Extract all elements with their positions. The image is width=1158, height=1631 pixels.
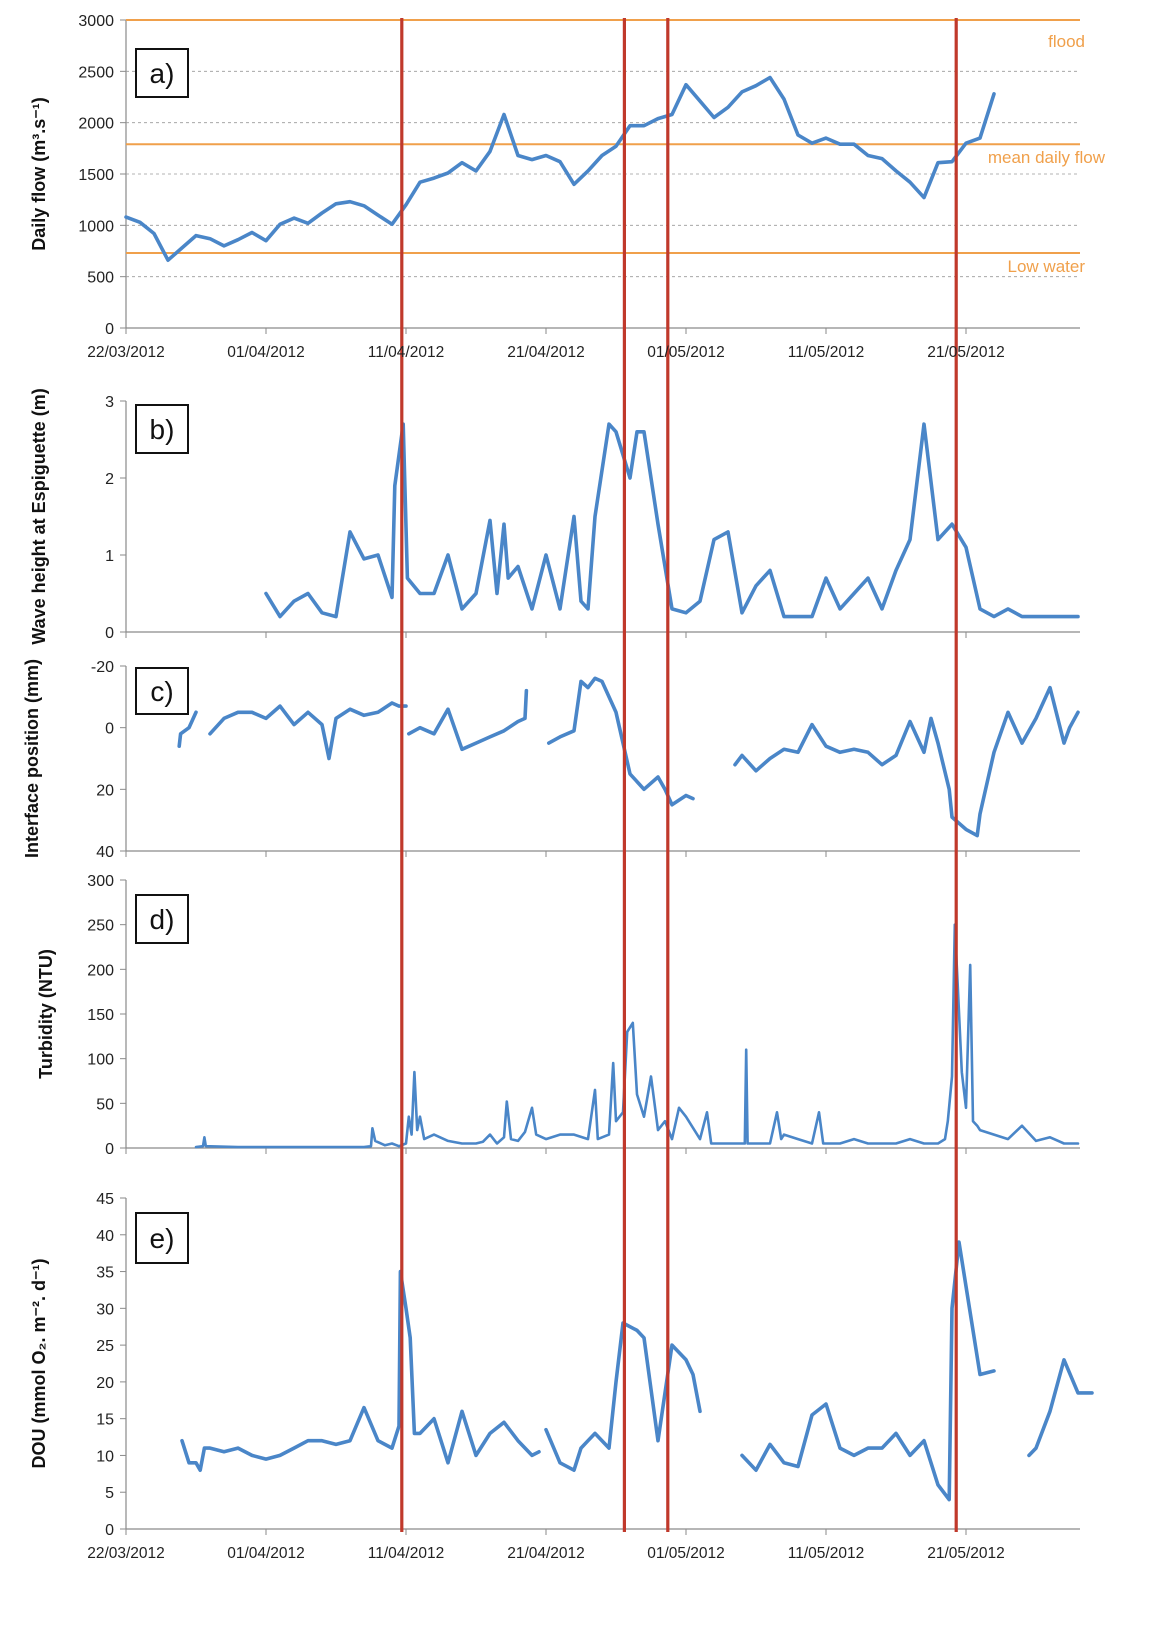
x-tick-label: 21/05/2012	[927, 1545, 1005, 1562]
series-line	[1027, 1358, 1094, 1458]
series-line	[544, 1321, 702, 1472]
panel-label: c)	[150, 676, 173, 707]
y-tick-label: 20	[96, 1375, 114, 1392]
series-line	[124, 75, 996, 263]
panel-label: d)	[150, 904, 175, 935]
x-tick-label: 22/03/2012	[87, 1545, 165, 1562]
x-tick-label: 21/05/2012	[927, 344, 1005, 361]
y-tick-label: 250	[87, 918, 114, 935]
y-tick-label: 15	[96, 1412, 114, 1429]
series-line	[177, 710, 198, 749]
series-line	[546, 676, 695, 807]
y-tick-label: 2000	[78, 116, 114, 133]
y-tick-label: 0	[105, 721, 114, 738]
series-line	[264, 422, 1080, 619]
y-tick-label: 200	[87, 962, 114, 979]
x-tick-label: 11/05/2012	[788, 344, 864, 361]
y-tick-label: 100	[87, 1052, 114, 1069]
x-tick-label: 11/04/2012	[368, 1545, 444, 1562]
y-tick-label: 500	[87, 270, 114, 287]
x-tick-label: 11/04/2012	[368, 344, 444, 361]
y-axis-title: Wave height at Espiguette (m)	[29, 388, 49, 644]
series-line	[194, 923, 1080, 1149]
y-axis-title: Daily flow (m³.s⁻¹)	[29, 97, 49, 251]
y-tick-label: 25	[96, 1338, 114, 1355]
panel-label-box	[135, 404, 189, 454]
y-tick-label: 0	[105, 1522, 114, 1539]
y-tick-label: -20	[91, 659, 114, 676]
x-tick-label: 21/04/2012	[507, 344, 585, 361]
panel-label: b)	[150, 414, 175, 445]
series-line	[733, 685, 1080, 838]
y-axis-title: Turbidity (NTU)	[36, 949, 56, 1079]
threshold-label: Low water	[1008, 257, 1086, 276]
y-tick-label: 45	[96, 1191, 114, 1208]
x-tick-label: 01/04/2012	[227, 344, 305, 361]
y-tick-label: 0	[105, 321, 114, 338]
y-tick-label: 40	[96, 844, 114, 861]
y-axis-title: Interface position (mm)	[22, 659, 42, 858]
y-tick-label: 1000	[78, 218, 114, 235]
y-tick-label: 5	[105, 1485, 114, 1502]
y-tick-label: 2500	[78, 64, 114, 81]
y-tick-label: 35	[96, 1265, 114, 1282]
x-tick-label: 01/04/2012	[227, 1545, 305, 1562]
y-tick-label: 3000	[78, 13, 114, 30]
event-lines-layer	[400, 18, 958, 1532]
series-line	[406, 688, 529, 752]
y-tick-label: 0	[105, 625, 114, 642]
series-line	[180, 1269, 541, 1472]
series-layer	[124, 19, 1094, 1502]
x-tick-label: 01/05/2012	[647, 344, 725, 361]
y-tick-label: 30	[96, 1301, 114, 1318]
threshold-label: mean daily flow	[988, 148, 1106, 167]
y-tick-label: 50	[96, 1096, 114, 1113]
x-tick-label: 11/05/2012	[788, 1545, 864, 1562]
panel-label-box	[135, 1212, 189, 1264]
y-tick-label: 150	[87, 1007, 114, 1024]
y-tick-label: 40	[96, 1228, 114, 1245]
y-tick-label: 20	[96, 782, 114, 799]
y-tick-label: 0	[105, 1141, 114, 1158]
threshold-label: flood	[1048, 32, 1085, 51]
y-tick-label: 1	[105, 548, 114, 565]
y-axis-title: DOU (mmol O₂. m⁻². d⁻¹)	[29, 1259, 49, 1469]
panel-label-box	[135, 894, 189, 944]
panel-label-box	[135, 667, 189, 715]
x-tick-label: 21/04/2012	[507, 1545, 585, 1562]
y-tick-label: 3	[105, 394, 114, 411]
panel-label: a)	[150, 58, 175, 89]
y-tick-label: 2	[105, 471, 114, 488]
axes-layer	[120, 19, 1080, 1535]
panel-label-box	[135, 48, 189, 98]
panel-label: e)	[150, 1223, 175, 1254]
series-line	[208, 701, 408, 761]
y-tick-label: 1500	[78, 167, 114, 184]
x-tick-label: 01/05/2012	[647, 1545, 725, 1562]
x-tick-label: 22/03/2012	[87, 344, 165, 361]
y-tick-label: 10	[96, 1448, 114, 1465]
y-tick-label: 300	[87, 873, 114, 890]
